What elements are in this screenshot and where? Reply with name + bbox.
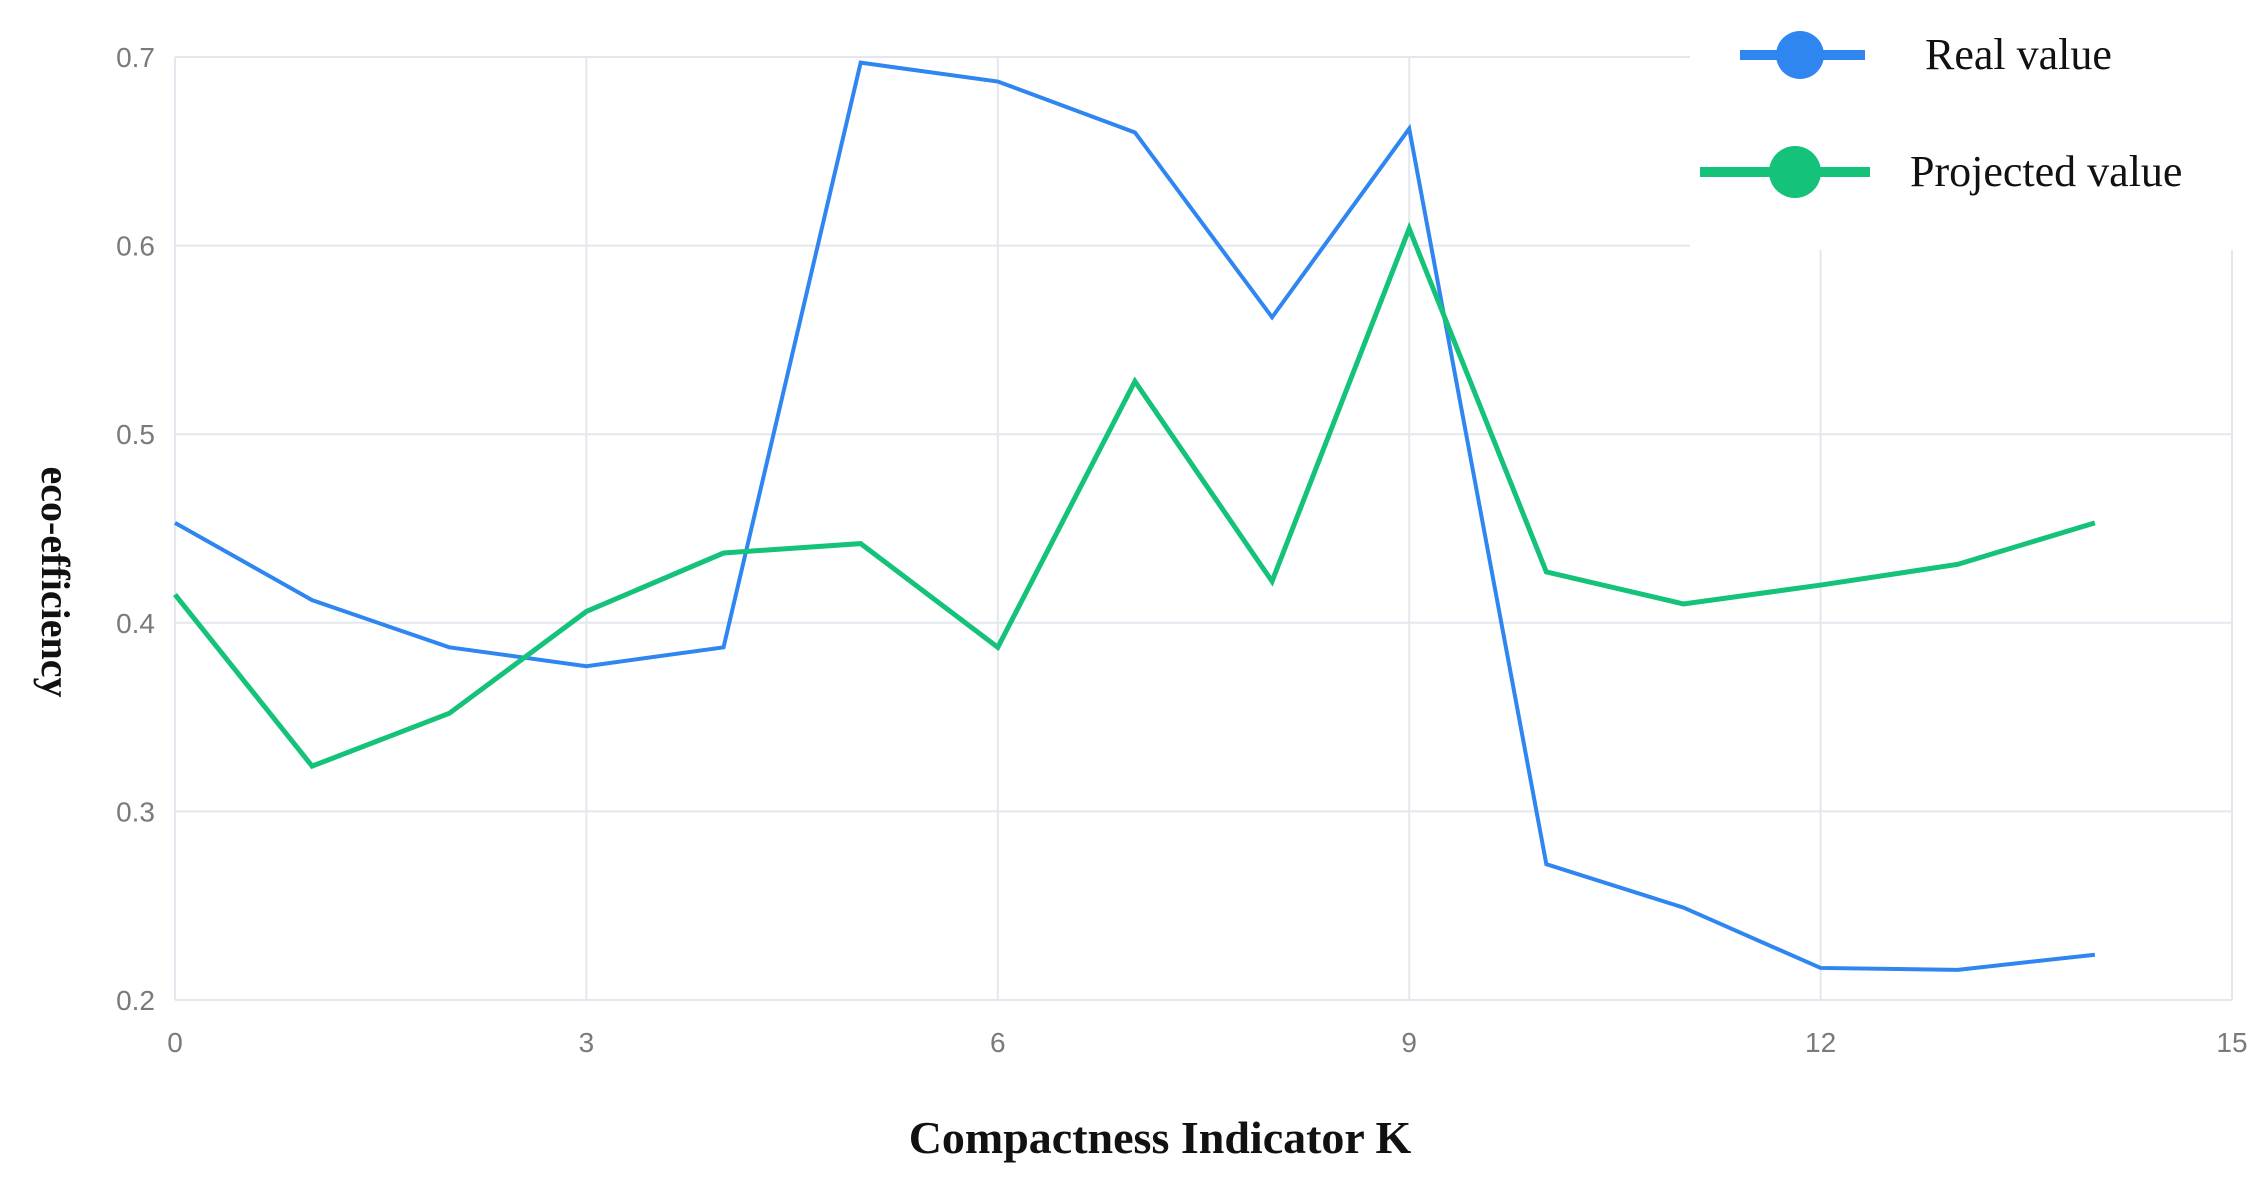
x-tick-label: 3 [579,1027,595,1058]
y-tick-label: 0.4 [116,608,155,639]
series-lines [173,60,2096,972]
y-tick-label: 0.5 [116,419,155,450]
legend-label-real-value: Real value [1925,30,2112,79]
legend-marker-real-value [1776,31,1824,79]
series-line-projected-value [173,221,2096,770]
x-tick-label: 0 [167,1027,183,1058]
y-tick-label: 0.3 [116,796,155,827]
x-tick-label: 12 [1805,1027,1836,1058]
y-tick-label: 0.6 [116,231,155,262]
tick-labels: 0.2 0.3 0.4 0.5 0.6 0.7 0 3 6 9 12 15 [116,42,2248,1058]
x-tick-label: 15 [2216,1027,2247,1058]
y-tick-label: 0.2 [116,985,155,1016]
legend-label-projected-value: Projected value [1910,147,2182,196]
series-line-real-value [174,60,2096,972]
x-tick-label: 6 [990,1027,1006,1058]
legend: Real value Projected value [1690,0,2261,250]
x-tick-label: 9 [1401,1027,1417,1058]
legend-marker-projected-value [1769,146,1821,198]
y-tick-label: 0.7 [116,42,155,73]
x-axis-title: Compactness Indicator K [909,1112,1412,1163]
y-axis-title: eco-efficiency [33,467,78,698]
